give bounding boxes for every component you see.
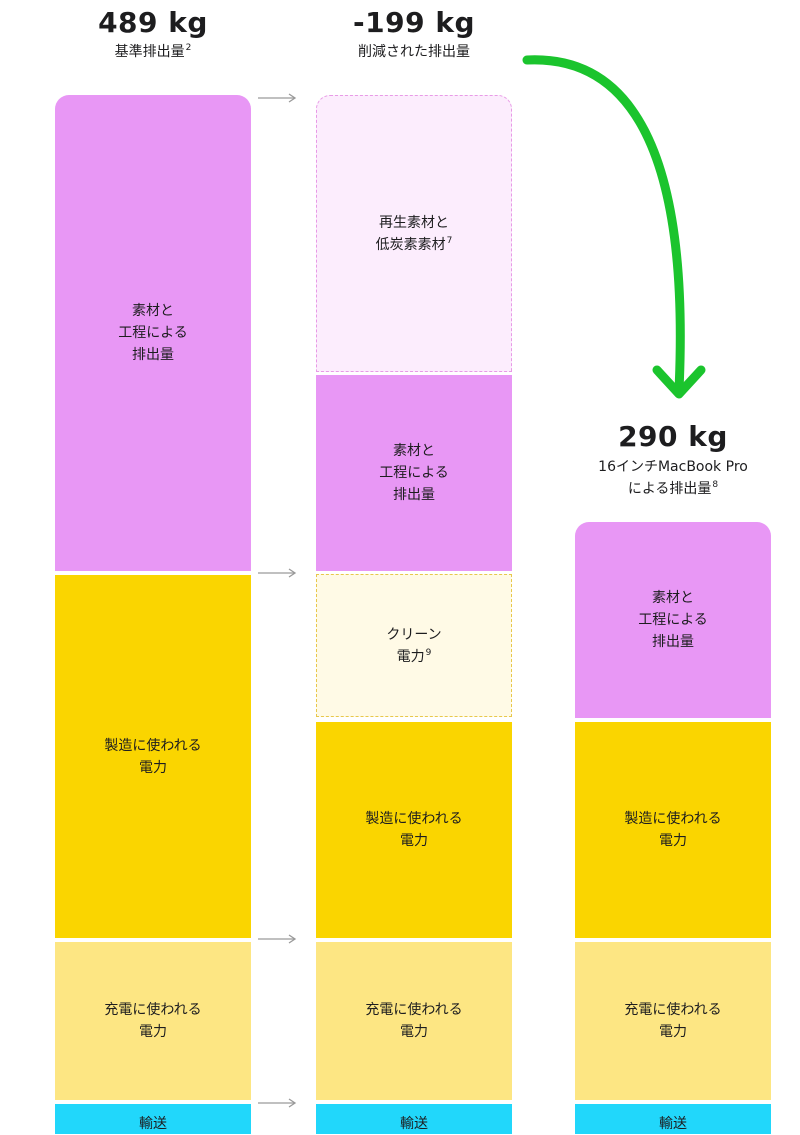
col3-title: 290 kg	[618, 420, 728, 453]
col1-header: 489 kg 基準排出量2	[55, 6, 251, 62]
col1-segment-materials: 素材と 工程による 排出量	[55, 95, 251, 571]
col2-segment-recycled-materials: 再生素材と 低炭素素材7	[316, 95, 512, 372]
reduction-arrow-icon	[522, 55, 706, 399]
col3-segment-materials: 素材と 工程による 排出量	[575, 522, 771, 718]
col3-footnote: 8	[712, 480, 719, 491]
seg-label-line: 低炭素素材	[375, 236, 446, 253]
col3-subtitle-line1: 16インチMacBook Pro	[598, 459, 748, 475]
col1-footnote: 2	[185, 43, 192, 54]
seg-label-line: 充電に使われる	[365, 1002, 463, 1018]
seg-label-line: 充電に使われる	[104, 1002, 202, 1018]
seg-label-line: 排出量	[132, 347, 174, 363]
seg-label-line: 電力	[139, 759, 167, 776]
arrow-right-icon	[258, 934, 297, 944]
seg-footnote: 7	[446, 235, 453, 246]
seg-label-line: 電力	[659, 1024, 687, 1040]
col1-title: 489 kg	[98, 6, 208, 39]
seg-label-line: 輸送	[139, 1116, 167, 1132]
seg-label-line: 製造に使われる	[624, 811, 722, 827]
seg-label-line: 排出量	[393, 487, 435, 503]
arrow-right-icon	[258, 1098, 297, 1108]
seg-label-line: 充電に使われる	[624, 1002, 722, 1018]
seg-label-line: 輸送	[400, 1116, 428, 1132]
col2-segment-charging-power: 充電に使われる 電力	[316, 942, 512, 1100]
col2-title: -199 kg	[353, 6, 475, 39]
col2-header: -199 kg 削減された排出量	[316, 6, 512, 62]
seg-label-line: クリーン	[386, 626, 442, 643]
seg-label-line: 再生素材と	[378, 214, 449, 231]
seg-label-line: 電力	[396, 648, 425, 665]
col1-subtitle: 基準排出量	[114, 44, 185, 60]
col2-segment-transport: 輸送	[316, 1104, 512, 1134]
seg-label-line: 工程による	[638, 612, 708, 628]
col3-header: 290 kg 16インチMacBook Pro による排出量8	[575, 420, 771, 500]
seg-label-line: 電力	[139, 1024, 167, 1040]
col1-segment-charging-power: 充電に使われる 電力	[55, 942, 251, 1100]
seg-label-line: 工程による	[379, 465, 449, 481]
col1-segment-transport: 輸送	[55, 1104, 251, 1134]
col2-segment-clean-power: クリーン 電力9	[316, 574, 512, 717]
seg-label-line: 工程による	[118, 325, 188, 341]
arrow-right-icon	[258, 568, 297, 578]
seg-label-line: 製造に使われる	[104, 737, 202, 754]
seg-label-line: 輸送	[659, 1116, 687, 1132]
seg-label-line: 製造に使われる	[365, 811, 463, 827]
col1-segment-manufacturing-power: 製造に使われる 電力	[55, 575, 251, 938]
seg-label-line: 素材と	[393, 443, 435, 459]
col2-segment-manufacturing-power: 製造に使われる 電力	[316, 722, 512, 938]
col3-segment-charging-power: 充電に使われる 電力	[575, 942, 771, 1100]
seg-label-line: 素材と	[132, 303, 174, 319]
arrow-right-icon	[258, 93, 297, 103]
seg-label-line: 電力	[400, 833, 428, 849]
col2-subtitle: 削減された排出量	[358, 44, 470, 60]
col3-segment-manufacturing-power: 製造に使われる 電力	[575, 722, 771, 938]
col3-segment-transport: 輸送	[575, 1104, 771, 1134]
col3-subtitle-line2: による排出量	[627, 481, 712, 497]
col2-segment-materials: 素材と 工程による 排出量	[316, 375, 512, 571]
seg-label-line: 排出量	[652, 634, 694, 650]
seg-label-line: 電力	[400, 1024, 428, 1040]
seg-label-line: 電力	[659, 833, 687, 849]
seg-label-line: 素材と	[652, 590, 694, 606]
seg-footnote: 9	[425, 647, 432, 658]
